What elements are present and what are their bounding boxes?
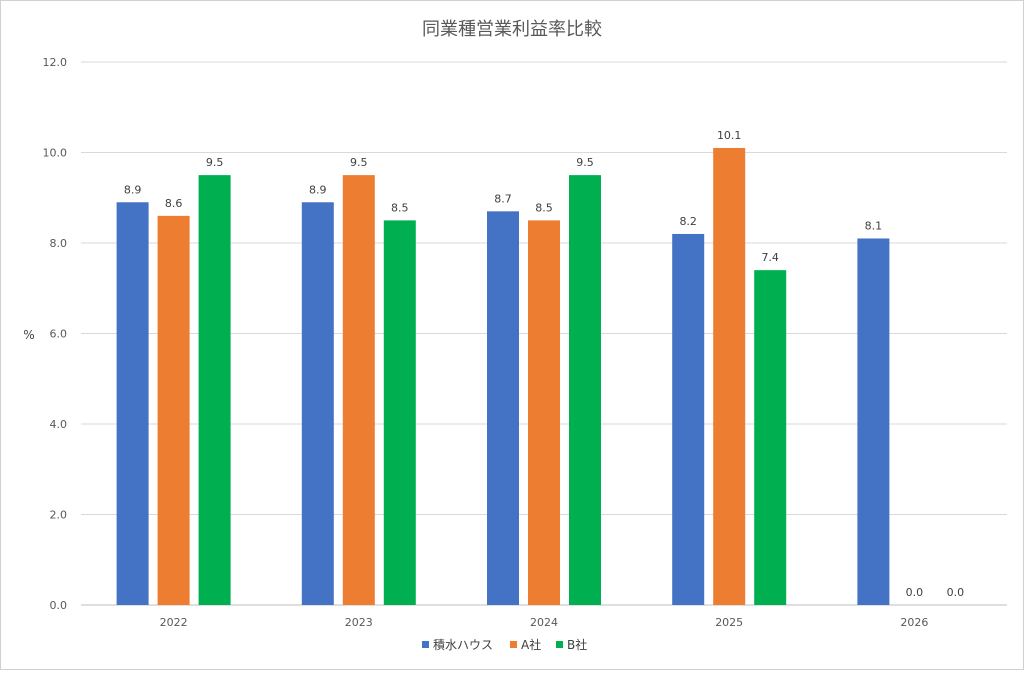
bar <box>754 270 787 605</box>
chart-title: 同業種営業利益率比較 <box>422 19 602 40</box>
data-label: 8.1 <box>865 219 883 232</box>
data-label: 8.5 <box>391 201 409 214</box>
data-label: 9.5 <box>206 156 224 169</box>
data-label: 8.9 <box>124 183 142 196</box>
x-tick-label: 2025 <box>715 616 743 629</box>
data-label: 10.1 <box>717 129 742 142</box>
bar <box>383 220 416 605</box>
data-label: 7.4 <box>761 251 779 264</box>
legend-label: 積水ハウス <box>433 637 493 652</box>
y-tick-label: 2.0 <box>50 509 68 522</box>
legend-swatch <box>510 641 517 648</box>
data-label: 8.6 <box>165 197 183 210</box>
x-tick-label: 2022 <box>160 616 188 629</box>
bar <box>569 175 601 605</box>
bar <box>301 202 334 605</box>
data-label: 0.0 <box>947 586 965 599</box>
x-tick-label: 2023 <box>345 616 373 629</box>
y-tick-label: 0.0 <box>50 599 68 612</box>
bar <box>528 220 560 605</box>
data-label: 8.9 <box>309 183 327 196</box>
y-tick-label: 8.0 <box>50 237 68 250</box>
x-axis-ticks: 2022 2023 2024 2025 2026 <box>160 616 929 629</box>
data-label: 9.5 <box>350 156 368 169</box>
bar <box>672 233 705 605</box>
data-label: 8.2 <box>679 215 697 228</box>
bar <box>713 147 746 605</box>
bar <box>116 202 149 605</box>
data-label: 8.5 <box>535 201 553 214</box>
data-label: 9.5 <box>576 156 594 169</box>
data-label: 8.7 <box>494 192 512 205</box>
legend: 積水ハウス A社 B社 <box>422 637 587 652</box>
bar <box>342 175 375 605</box>
y-tick-label: 10.0 <box>43 147 68 160</box>
legend-swatch <box>422 641 429 648</box>
y-tick-label: 12.0 <box>43 56 68 69</box>
y-axis-label: % <box>23 328 34 342</box>
legend-label: A社 <box>521 637 541 652</box>
bar <box>487 211 519 605</box>
y-tick-label: 6.0 <box>50 328 68 341</box>
x-tick-label: 2026 <box>900 616 928 629</box>
bars <box>116 147 890 605</box>
bar <box>198 175 231 605</box>
x-tick-label: 2024 <box>530 616 558 629</box>
y-axis-ticks: 0.0 2.0 4.0 6.0 8.0 10.0 12.0 <box>43 56 68 612</box>
bar <box>157 215 190 605</box>
data-label: 0.0 <box>906 586 924 599</box>
legend-label: B社 <box>567 637 587 652</box>
bar <box>857 238 890 605</box>
legend-swatch <box>556 641 563 648</box>
y-tick-label: 4.0 <box>50 418 68 431</box>
data-labels: 8.9 8.6 9.5 8.9 9.5 8.5 8.7 8.5 9.5 8.2 10.1 7.4 8.1… <box>124 129 964 599</box>
